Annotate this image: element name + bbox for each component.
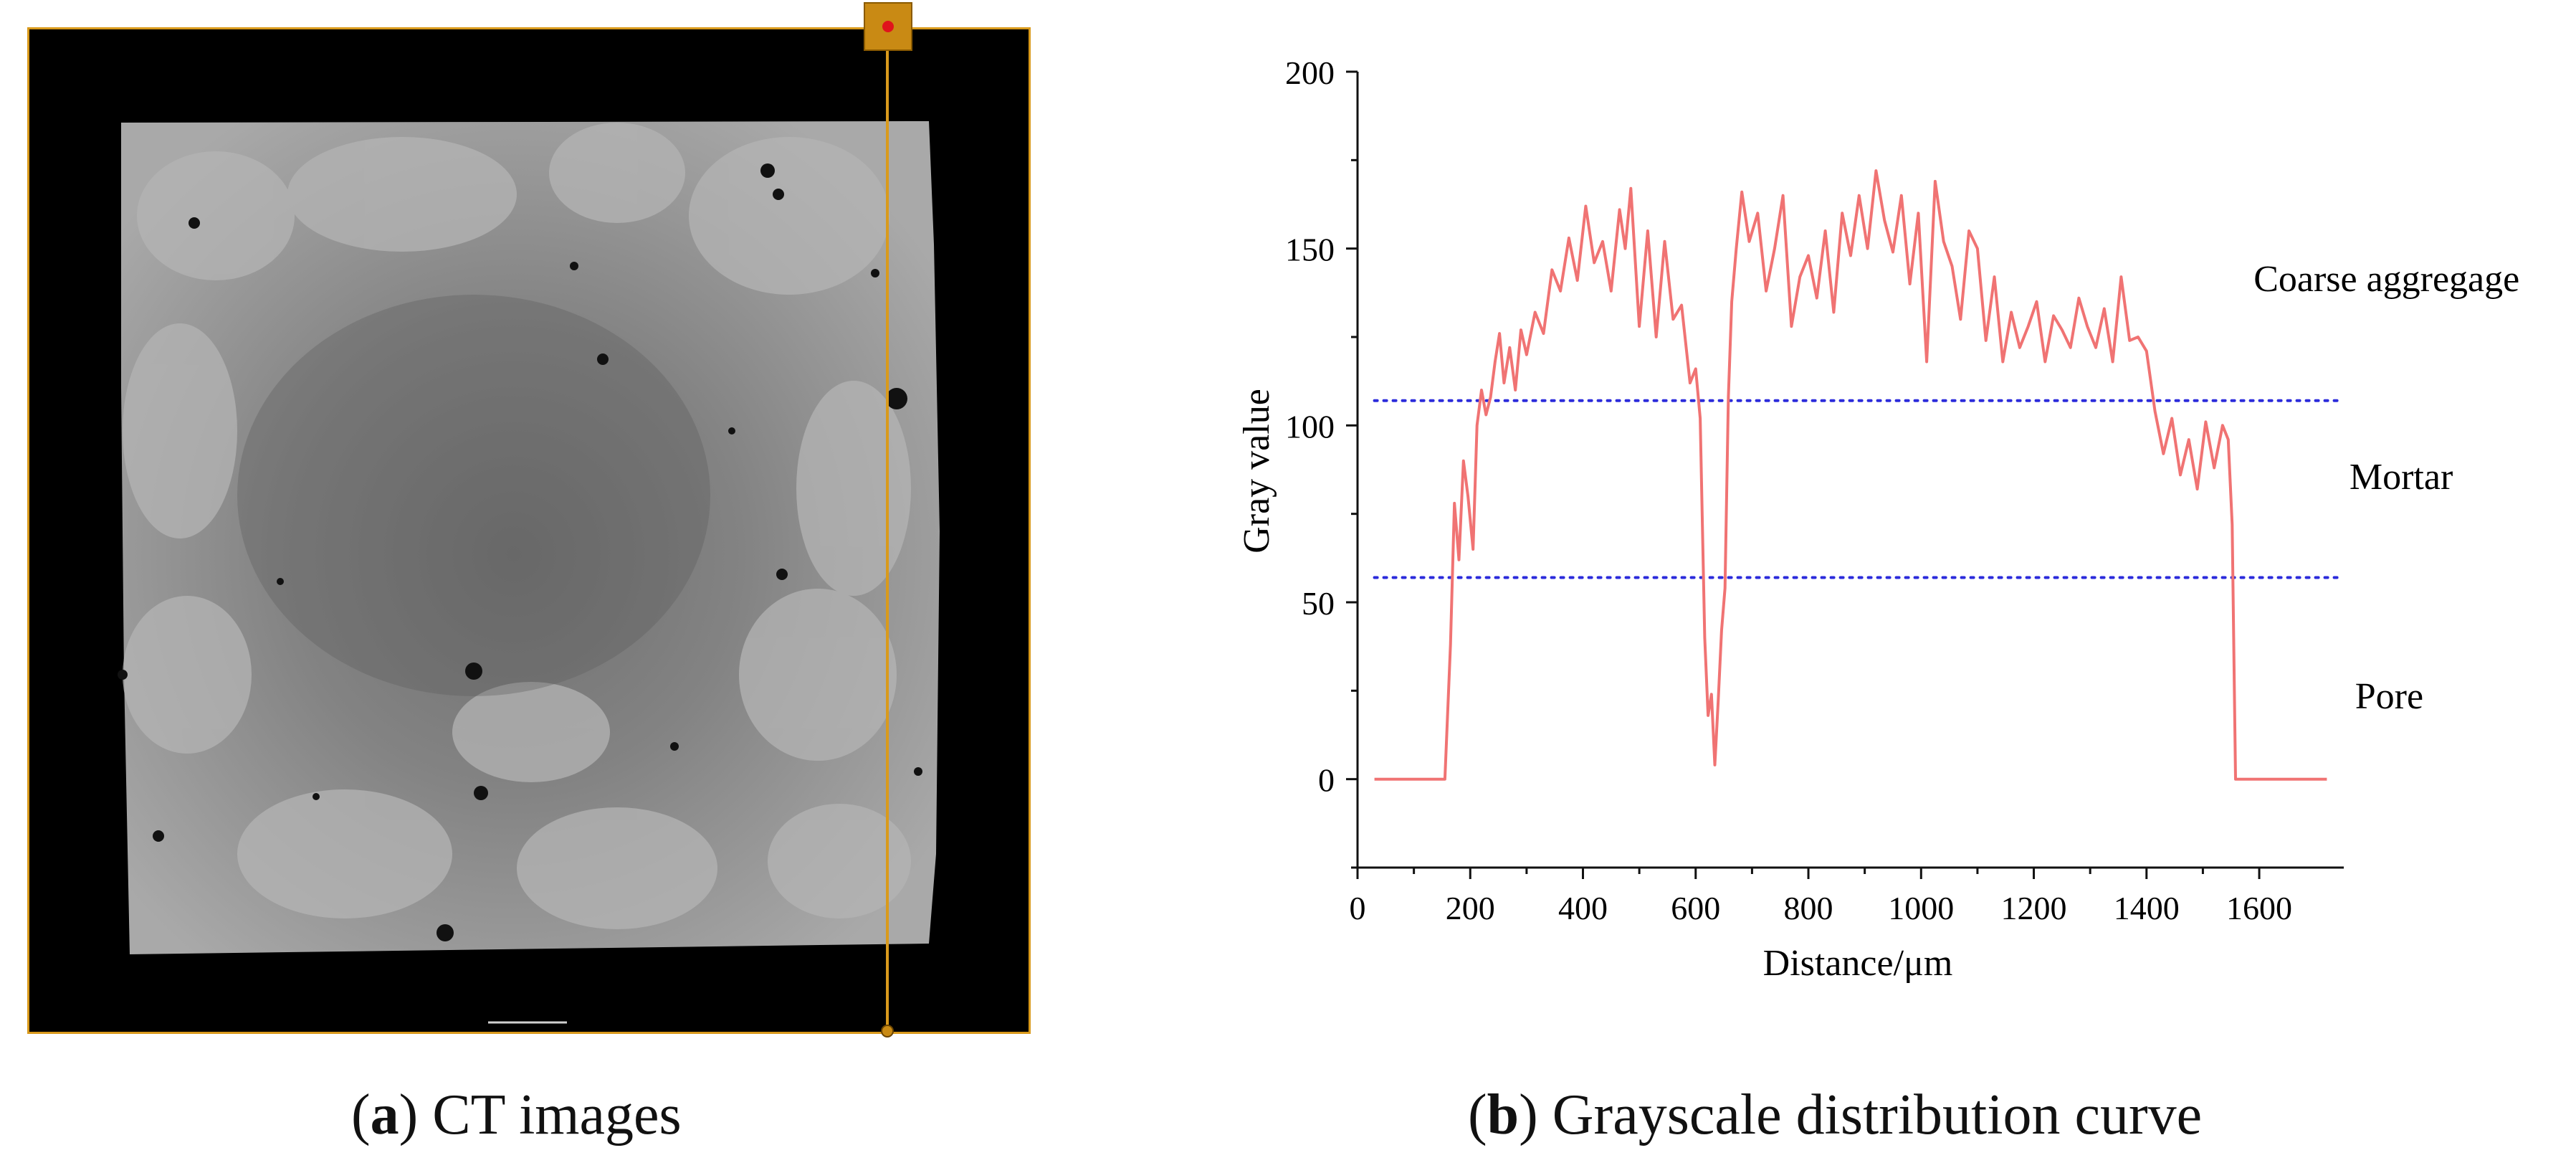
caption-ct-images: (a) CT images [351,1083,682,1146]
threshold-lines [1373,399,2340,579]
y-tick-label: 100 [1285,408,1335,445]
x-tick-label: 1200 [2001,890,2067,926]
x-tick-label: 800 [1784,890,1833,926]
x-tick-label: 400 [1558,890,1608,926]
caption-letter-a: a [370,1083,399,1146]
region-label: Pore [2355,676,2423,717]
region-label: Coarse aggregage [2253,259,2519,300]
x-tick-label: 1000 [1888,890,1954,926]
profile-line-top-handle[interactable] [864,2,912,51]
x-axis-label: Distance/μm [1763,943,1953,984]
y-tick-label: 0 [1318,762,1335,799]
caption-text-b: Grayscale distribution curve [1537,1083,2203,1146]
y-axis-label: Gray value [1236,389,1277,554]
x-tick-label: 200 [1446,890,1495,926]
pores [118,163,922,941]
ct-scan-image [29,29,1029,1032]
y-tick-label: 200 [1285,54,1335,91]
specimen-cross-section [121,121,940,954]
y-tick-label: 50 [1302,585,1335,622]
handle-marker-dot [882,21,894,32]
gray-value-curve [1374,169,2327,781]
region-labels: Coarse aggregage Mortar Pore [2253,259,2519,717]
grayscale-chart: 0 50 100 150 200 0 200 400 600 800 1000 1200 1400 16… [1236,54,2519,984]
x-axis-ticks: 0 200 400 600 800 1000 1200 1400 1600 [1350,868,2292,926]
profile-line-bottom-handle[interactable] [881,1025,894,1038]
x-tick-label: 1400 [2114,890,2180,926]
x-tick-label: 1600 [2226,890,2292,926]
x-tick-label: 600 [1671,890,1720,926]
region-label: Mortar [2350,457,2453,498]
ct-image-panel [27,27,1031,1034]
x-tick-label: 0 [1350,890,1366,926]
caption-text-a: CT images [418,1083,682,1146]
caption-grayscale-curve: (b) Grayscale distribution curve [1468,1083,2203,1146]
y-tick-label: 150 [1285,232,1335,268]
y-axis-ticks: 0 50 100 150 200 [1285,54,1358,869]
caption-letter-b: b [1487,1083,1520,1146]
aggregate-particles [123,123,911,929]
mortar-region [237,295,710,696]
